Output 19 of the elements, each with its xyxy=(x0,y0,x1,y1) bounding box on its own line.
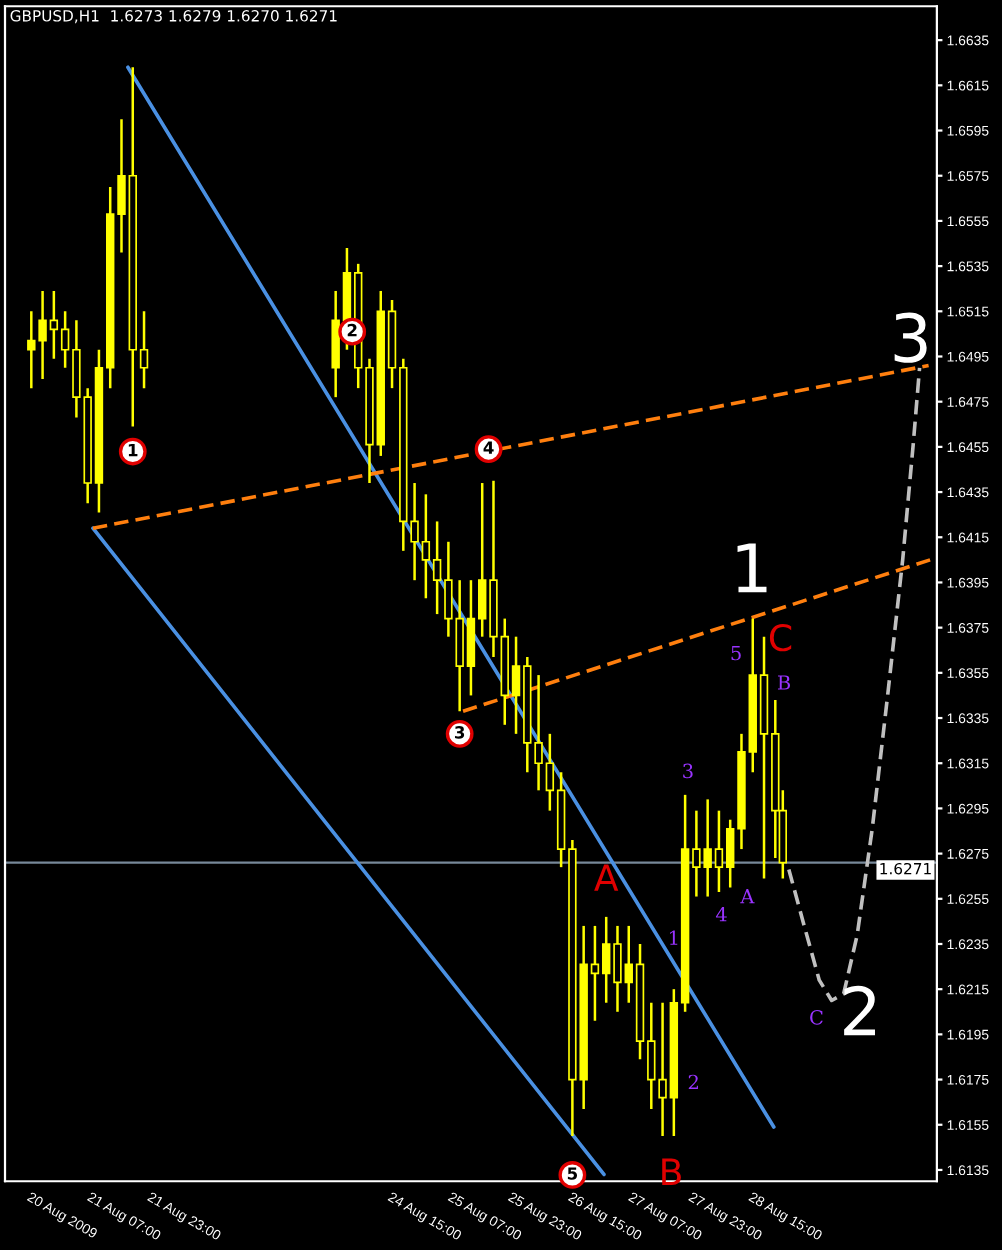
annotation: A xyxy=(740,889,755,904)
annotation: 5 xyxy=(731,645,741,661)
annotation: 1 xyxy=(737,543,767,593)
annotation: 4 xyxy=(715,906,727,922)
annotation: 3 xyxy=(894,312,927,363)
annotation: 4 xyxy=(483,441,494,454)
annotation: 1 xyxy=(128,443,138,457)
annotation: C xyxy=(769,623,792,652)
annotation: 5 xyxy=(567,1167,578,1180)
annotation: A xyxy=(594,864,619,891)
annotation: 3 xyxy=(683,763,693,779)
annotation: C xyxy=(810,1009,823,1025)
annotation: 2 xyxy=(347,323,357,337)
annotation: 3 xyxy=(454,726,465,739)
annotation: 2 xyxy=(844,985,875,1036)
annotation: 1 xyxy=(670,930,678,945)
annotation: B xyxy=(662,1158,681,1185)
annotation: B xyxy=(777,675,790,690)
annotation: 2 xyxy=(688,1074,698,1090)
